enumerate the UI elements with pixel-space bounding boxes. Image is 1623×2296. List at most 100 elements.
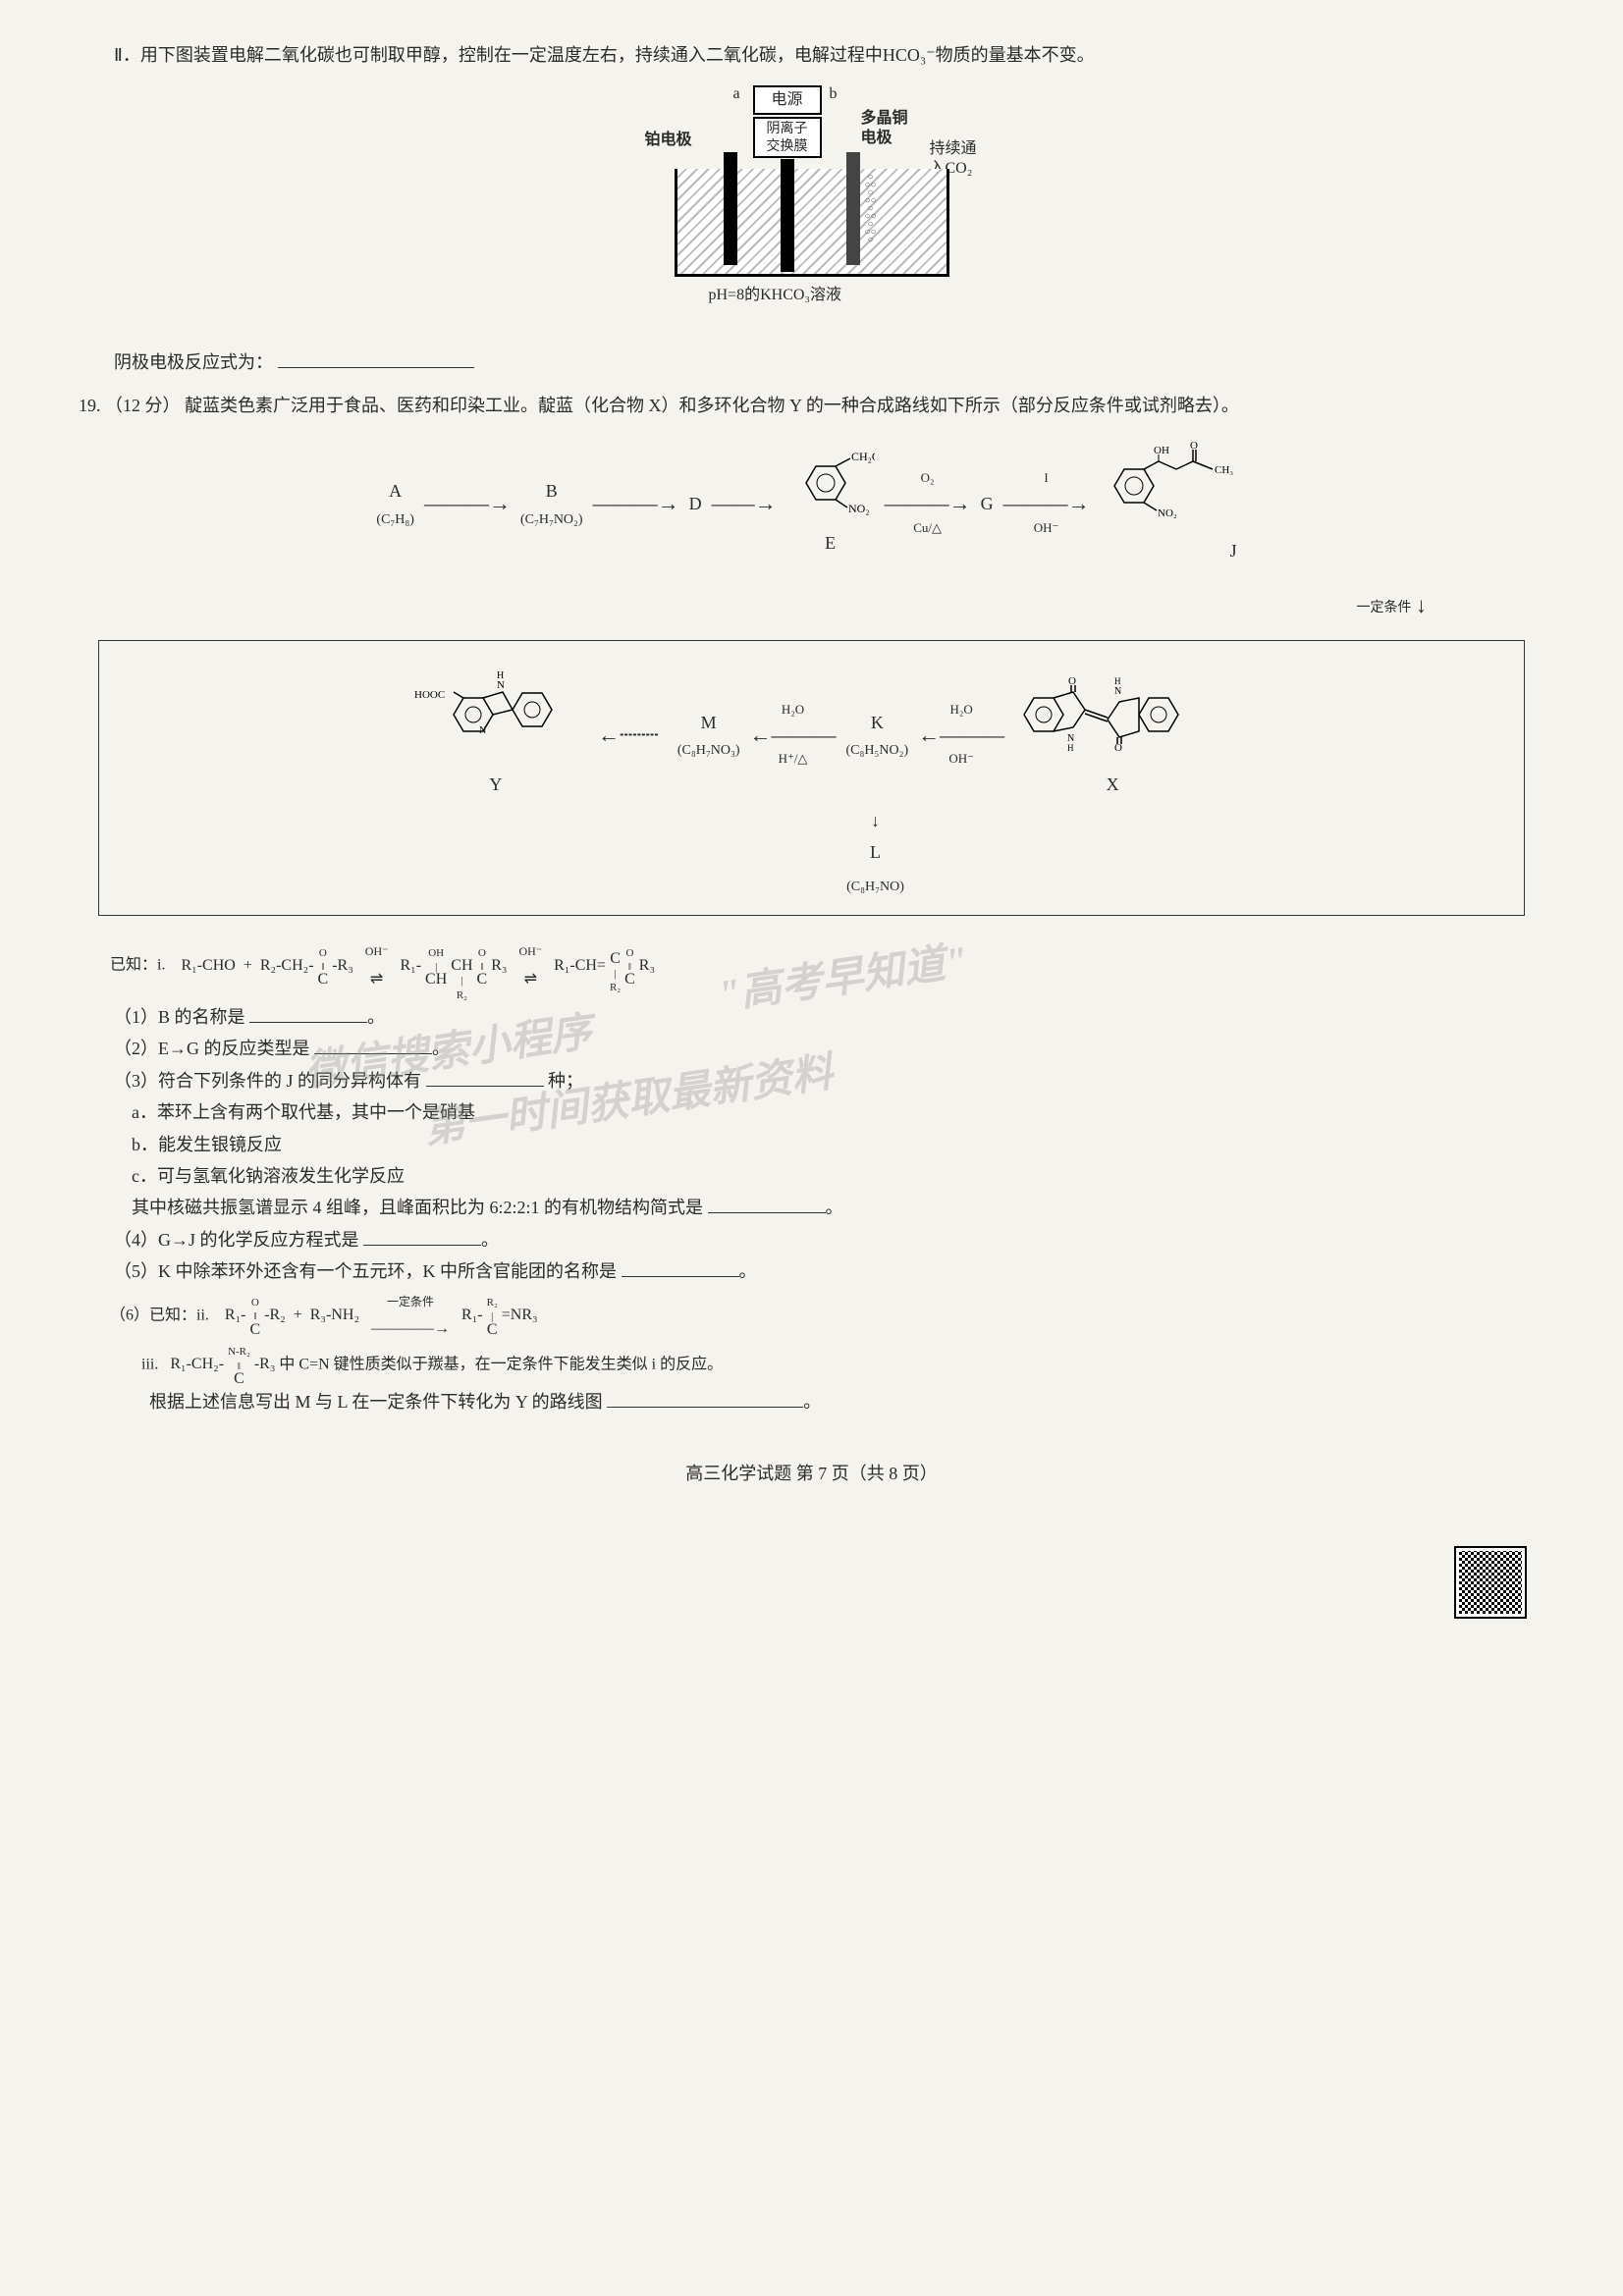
scheme-top: A (C₇H₈) ———→ B (C₇H₇NO₂) ———→ D ——→ [79,442,1544,566]
sub-3: （3）符合下列条件的 J 的同分异构体有 种； [79,1065,1544,1096]
pt-electrode-label: 铂电极 [645,127,692,155]
arrow-my: ←┄┄┄ [589,716,668,755]
arrow-xk-top: H₂O [918,698,1004,721]
svg-text:H: H [1067,743,1074,753]
power-source-box: 电源 [753,85,822,115]
arrow-de: ——→ [712,484,777,523]
pt-electrode [724,152,737,265]
a-formula: (C₇H₈) [376,507,414,532]
known-i: 已知：i. R₁-CHO + R₂-CH₂- O ‖ C -R₃ OH⁻⇌ R₁… [79,931,1544,1001]
sub3-extra: 其中核磁共振氢谱显示 4 组峰，且峰面积比为 6:2:2:1 的有机物结构简式是… [79,1192,1544,1223]
b-formula: (C₇H₇NO₂) [520,507,583,532]
arrow-ab: ———→ [424,484,511,523]
q19-points: （12 分） [105,396,181,415]
label-b: b [830,80,838,109]
sub6-text: （6）已知：ii. [110,1307,209,1323]
page-footer: 高三化学试题 第 7 页（共 8 页） [79,1458,1544,1489]
qr-code-icon [1456,1548,1525,1617]
compound-b: B (C₇H₇NO₂) [520,475,583,532]
a-letter: A [376,475,414,507]
sub1-blank [249,1001,367,1023]
cell-container [675,169,949,277]
cathode-prompt-line: 阴极电极反应式为： [79,347,1544,378]
compound-d: D [689,488,702,519]
compound-g: G [981,488,994,519]
sub-5: （5）K 中除苯环外还含有一个五元环，K 中所含官能团的名称是 。 [79,1255,1544,1287]
compound-x: O N H N H O [1014,670,1211,800]
compound-j: OH O CH₃ NO₂ J [1100,442,1247,566]
known-reaction: R₁-CHO + R₂-CH₂- O ‖ C -R₃ OH⁻⇌ R₁- OH |… [181,957,655,974]
membrane [781,159,794,272]
sub6-iii-formula: R₁-CH₂- N-R₂ ‖ C -R₃ [170,1356,279,1372]
sub6-prompt-text: 根据上述信息写出 M 与 L 在一定条件下转化为 Y 的路线图 [149,1392,603,1412]
sub6-iii-text: 中 C=N 键性质类似于羰基，在一定条件下能发生类似 i 的反应。 [279,1356,723,1372]
sub6-iii: iii. R₁-CH₂- N-R₂ ‖ C -R₃ 中 C=N 键性质类似于羰基… [79,1344,1544,1386]
membrane-box: 阴离子 交换膜 [753,117,822,158]
l-formula: (C₈H₇NO) [846,880,904,894]
arrow-eg-top: O₂ [885,466,971,489]
vertical-arrow-jx: 一定条件 ↓ [79,586,1544,625]
q19-intro: 19. （12 分） 靛蓝类色素广泛用于食品、医药和印染工业。靛蓝（化合物 X）… [79,390,1544,421]
sub6-blank [607,1387,803,1409]
svg-text:N: N [1114,686,1121,697]
sub2-text: （2）E→G 的反应类型是 [114,1039,310,1058]
sub-2: （2）E→G 的反应类型是 。 [79,1033,1544,1064]
x-letter: X [1014,769,1211,800]
cu-line1: 多晶铜 [861,109,908,129]
solution-label: pH=8的KHCO₃溶液 [709,282,842,310]
cu-electrode-label: 多晶铜 电极 [861,109,908,148]
question-19: 19. （12 分） 靛蓝类色素广泛用于食品、医药和印染工业。靛蓝（化合物 X）… [79,390,1544,1418]
e-no2: NO₂ [848,502,870,515]
compound-e: CH₂OH NO₂ E [786,449,875,559]
m-formula: (C₈H₇NO₃) [677,738,740,763]
arrow-xk: H₂O ←——— OH⁻ [918,716,1004,755]
sub5-blank [622,1256,739,1278]
y-letter: Y [412,769,579,800]
svg-text:CH₃: CH₃ [1215,464,1233,476]
cu-electrode [846,152,860,265]
sub6-reaction: R₁- O ‖ C -R₂ + R₃-NH₂ 一定条件————→ R₁- R₂ … [225,1307,538,1323]
k-letter: K [846,707,909,738]
sub3-text: （3）符合下列条件的 J 的同分异构体有 [114,1071,421,1091]
label-a: a [733,80,740,109]
cu-line2: 电极 [861,129,908,148]
condition-jx: 一定条件 [1357,596,1412,620]
arrow-eg-bottom: Cu/△ [885,516,971,539]
q19-number: 19. [79,396,101,415]
arrow-gj-top: I [1003,466,1090,489]
sub1-text: （1）B 的名称是 [114,1007,245,1027]
sub3-extra-text: 其中核磁共振氢谱显示 4 组峰，且峰面积比为 6:2:2:1 的有机物结构简式是 [132,1198,703,1217]
bubbles-icon: ○○○○○○○○○○○○○ [865,174,877,244]
membrane-line2: 交换膜 [755,138,820,156]
m-letter: M [677,707,740,738]
b-letter: B [520,475,583,507]
svg-text:N: N [479,725,486,736]
arrow-km-bottom: H⁺/△ [750,747,837,770]
sub4-blank [363,1224,481,1246]
arrow-km: H₂O ←——— H⁺/△ [750,716,837,755]
compound-m: M (C₈H₇NO₃) [677,707,740,764]
sub6-prompt: 根据上述信息写出 M 与 L 在一定条件下转化为 Y 的路线图 。 [79,1386,1544,1417]
sub3-c: c．可与氢氧化钠溶液发生化学反应 [79,1160,1544,1192]
section-ii: Ⅱ．用下图装置电解二氧化碳也可制取甲醇，控制在一定温度左右，持续通入二氧化碳，电… [79,39,1544,378]
svg-text:H: H [497,670,504,681]
sub-6: （6）已知：ii. R₁- O ‖ C -R₂ + R₃-NH₂ 一定条件———… [79,1288,1544,1345]
sub6-iii-label: iii. [141,1356,158,1372]
arrow-km-top: H₂O [750,698,837,721]
scheme-box: HOOC N H N Y ←┄┄ [98,640,1525,917]
sub3-extra-blank [708,1193,826,1214]
e-letter: E [786,527,875,559]
arrow-xk-bottom: OH⁻ [918,747,1004,770]
compound-l-branch: ↓ L (C₈H₇NO) [109,805,1514,900]
sub5-text: （5）K 中除苯环外还含有一个五元环，K 中所含官能团的名称是 [114,1261,617,1281]
compound-y: HOOC N H N Y [412,670,579,800]
svg-text:O: O [1190,442,1198,452]
arrow-bd: ———→ [593,484,679,523]
sub3-a: a．苯环上含有两个取代基，其中一个是硝基 [79,1096,1544,1128]
sub3-blank [426,1065,544,1087]
compound-a: A (C₇H₈) [376,475,414,532]
sub-1: （1）B 的名称是 。 [79,1001,1544,1033]
svg-text:H: H [1114,676,1121,686]
arrow-gj-bottom: OH⁻ [1003,516,1090,539]
d-letter: D [689,488,702,519]
